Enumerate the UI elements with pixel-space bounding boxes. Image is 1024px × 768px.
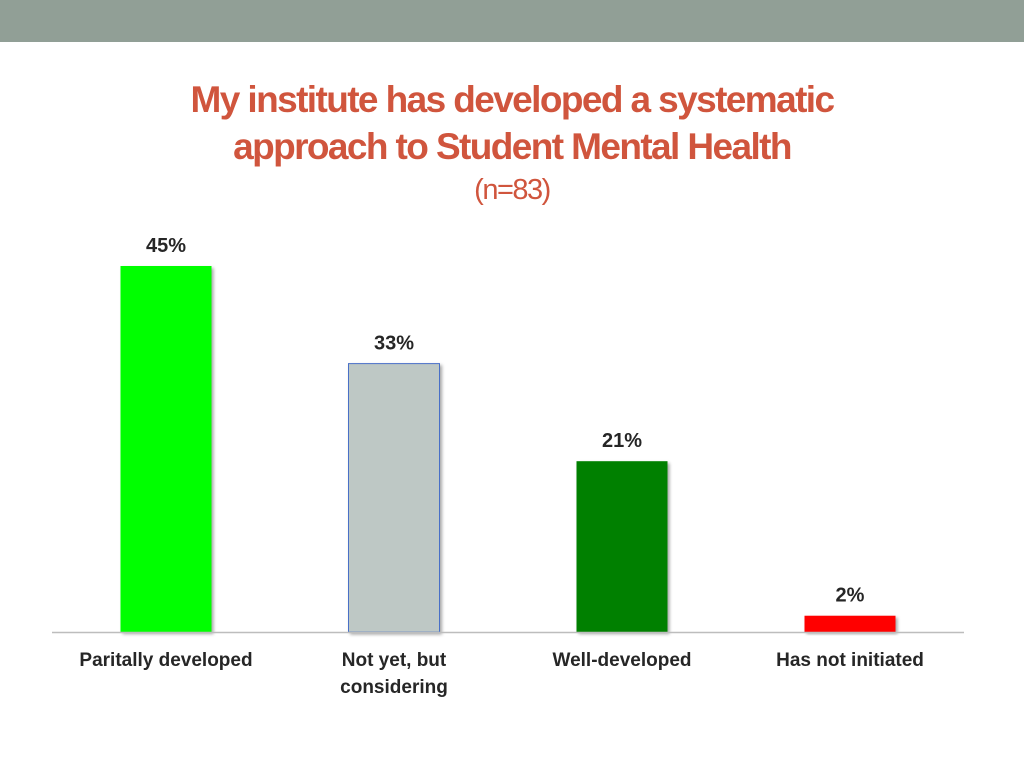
bar-3: [804, 615, 896, 632]
slide-top-band: [0, 0, 1024, 42]
category-label-3: Has not initiated: [776, 650, 924, 671]
chart-subtitle: (n=83): [474, 174, 551, 206]
chart-title-line-2: approach to Student Mental Health: [233, 126, 792, 167]
bar-value-label-3: 2%: [836, 585, 865, 607]
bar-0: [120, 266, 212, 632]
bar-value-label-2: 21%: [602, 430, 642, 452]
category-label-1: Not yet, but considering: [340, 650, 448, 698]
chart-title-line-1: My institute has developed a systematic: [190, 79, 836, 120]
bar-1: [348, 363, 440, 633]
bar-2: [576, 461, 668, 632]
category-label-2: Well-developed: [552, 650, 691, 671]
bar-value-label-1: 33%: [374, 333, 414, 355]
slide-title-block: My institute has developed a systematic …: [0, 76, 1024, 210]
category-label-0: Paritally developed: [79, 650, 252, 671]
bar-value-label-0: 45%: [146, 235, 186, 257]
